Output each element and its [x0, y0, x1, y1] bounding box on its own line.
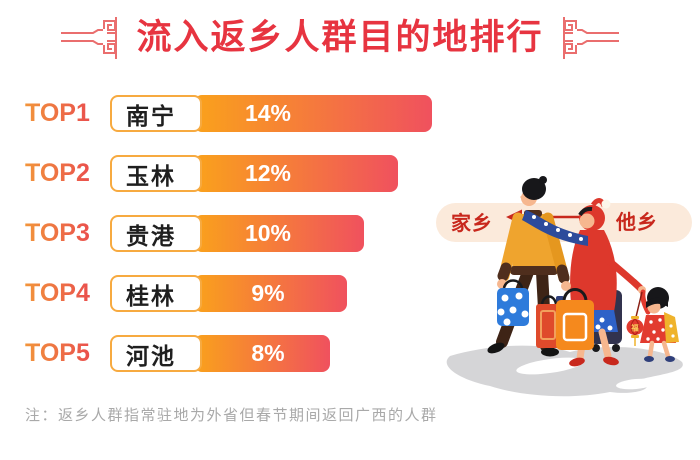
footnote: 注：返乡人群指常驻地为外省但春节期间返回广西的人群 [25, 407, 438, 424]
bar: 14% [194, 95, 432, 132]
shopping-bags [497, 279, 594, 350]
value-label: 14% [244, 100, 292, 126]
bar-pill: 南宁 14% [110, 95, 432, 132]
header: 流入返乡人群目的地排行 [0, 16, 680, 60]
value-label: 9% [251, 280, 285, 306]
rank-label: TOP3 [25, 219, 97, 248]
lantern-icon: 福 [626, 291, 644, 346]
city-label: 玉林 [110, 155, 202, 192]
city-label: 贵港 [110, 215, 202, 252]
lantern-character: 福 [630, 323, 639, 333]
rank-label: TOP2 [25, 159, 97, 188]
bar-row: TOP3 贵港 10% [25, 215, 465, 252]
rank-label: TOP1 [25, 99, 97, 128]
bar: 9% [194, 275, 347, 312]
ornament-right-icon [562, 17, 619, 59]
bar-pill: 桂林 9% [110, 275, 347, 312]
value-label: 8% [251, 340, 285, 366]
value-label: 10% [244, 220, 292, 246]
page-title: 流入返乡人群目的地排行 [136, 18, 544, 57]
bar: 8% [194, 335, 330, 372]
bar-row: TOP4 桂林 9% [25, 275, 465, 312]
city-label: 河池 [110, 335, 202, 372]
family-returning-home-illustration: 家乡 他乡 [436, 176, 692, 397]
bar: 10% [194, 215, 364, 252]
bar-row: TOP2 玉林 12% [25, 155, 465, 192]
polka-scarf [522, 210, 588, 246]
city-label: 南宁 [110, 95, 202, 132]
city-label: 桂林 [110, 275, 202, 312]
bar: 12% [194, 155, 398, 192]
away-label: 他乡 [615, 210, 658, 234]
bar-pill: 河池 8% [110, 335, 330, 372]
ornament-left-icon [61, 17, 118, 59]
value-label: 12% [244, 160, 292, 186]
bar-pill: 玉林 12% [110, 155, 398, 192]
rank-label: TOP4 [25, 279, 97, 308]
bar-row: TOP1 南宁 14% [25, 95, 465, 132]
bar-pill: 贵港 10% [110, 215, 364, 252]
girl-figure [640, 287, 679, 362]
direction-band [436, 203, 692, 242]
hometown-label: 家乡 [451, 211, 493, 235]
bar-row: TOP5 河池 8% [25, 335, 465, 372]
rank-label: TOP5 [25, 339, 97, 368]
bar-chart: TOP1 南宁 14% TOP2 玉林 12% TOP3 贵港 [25, 95, 465, 395]
ground-shadow [446, 345, 683, 397]
